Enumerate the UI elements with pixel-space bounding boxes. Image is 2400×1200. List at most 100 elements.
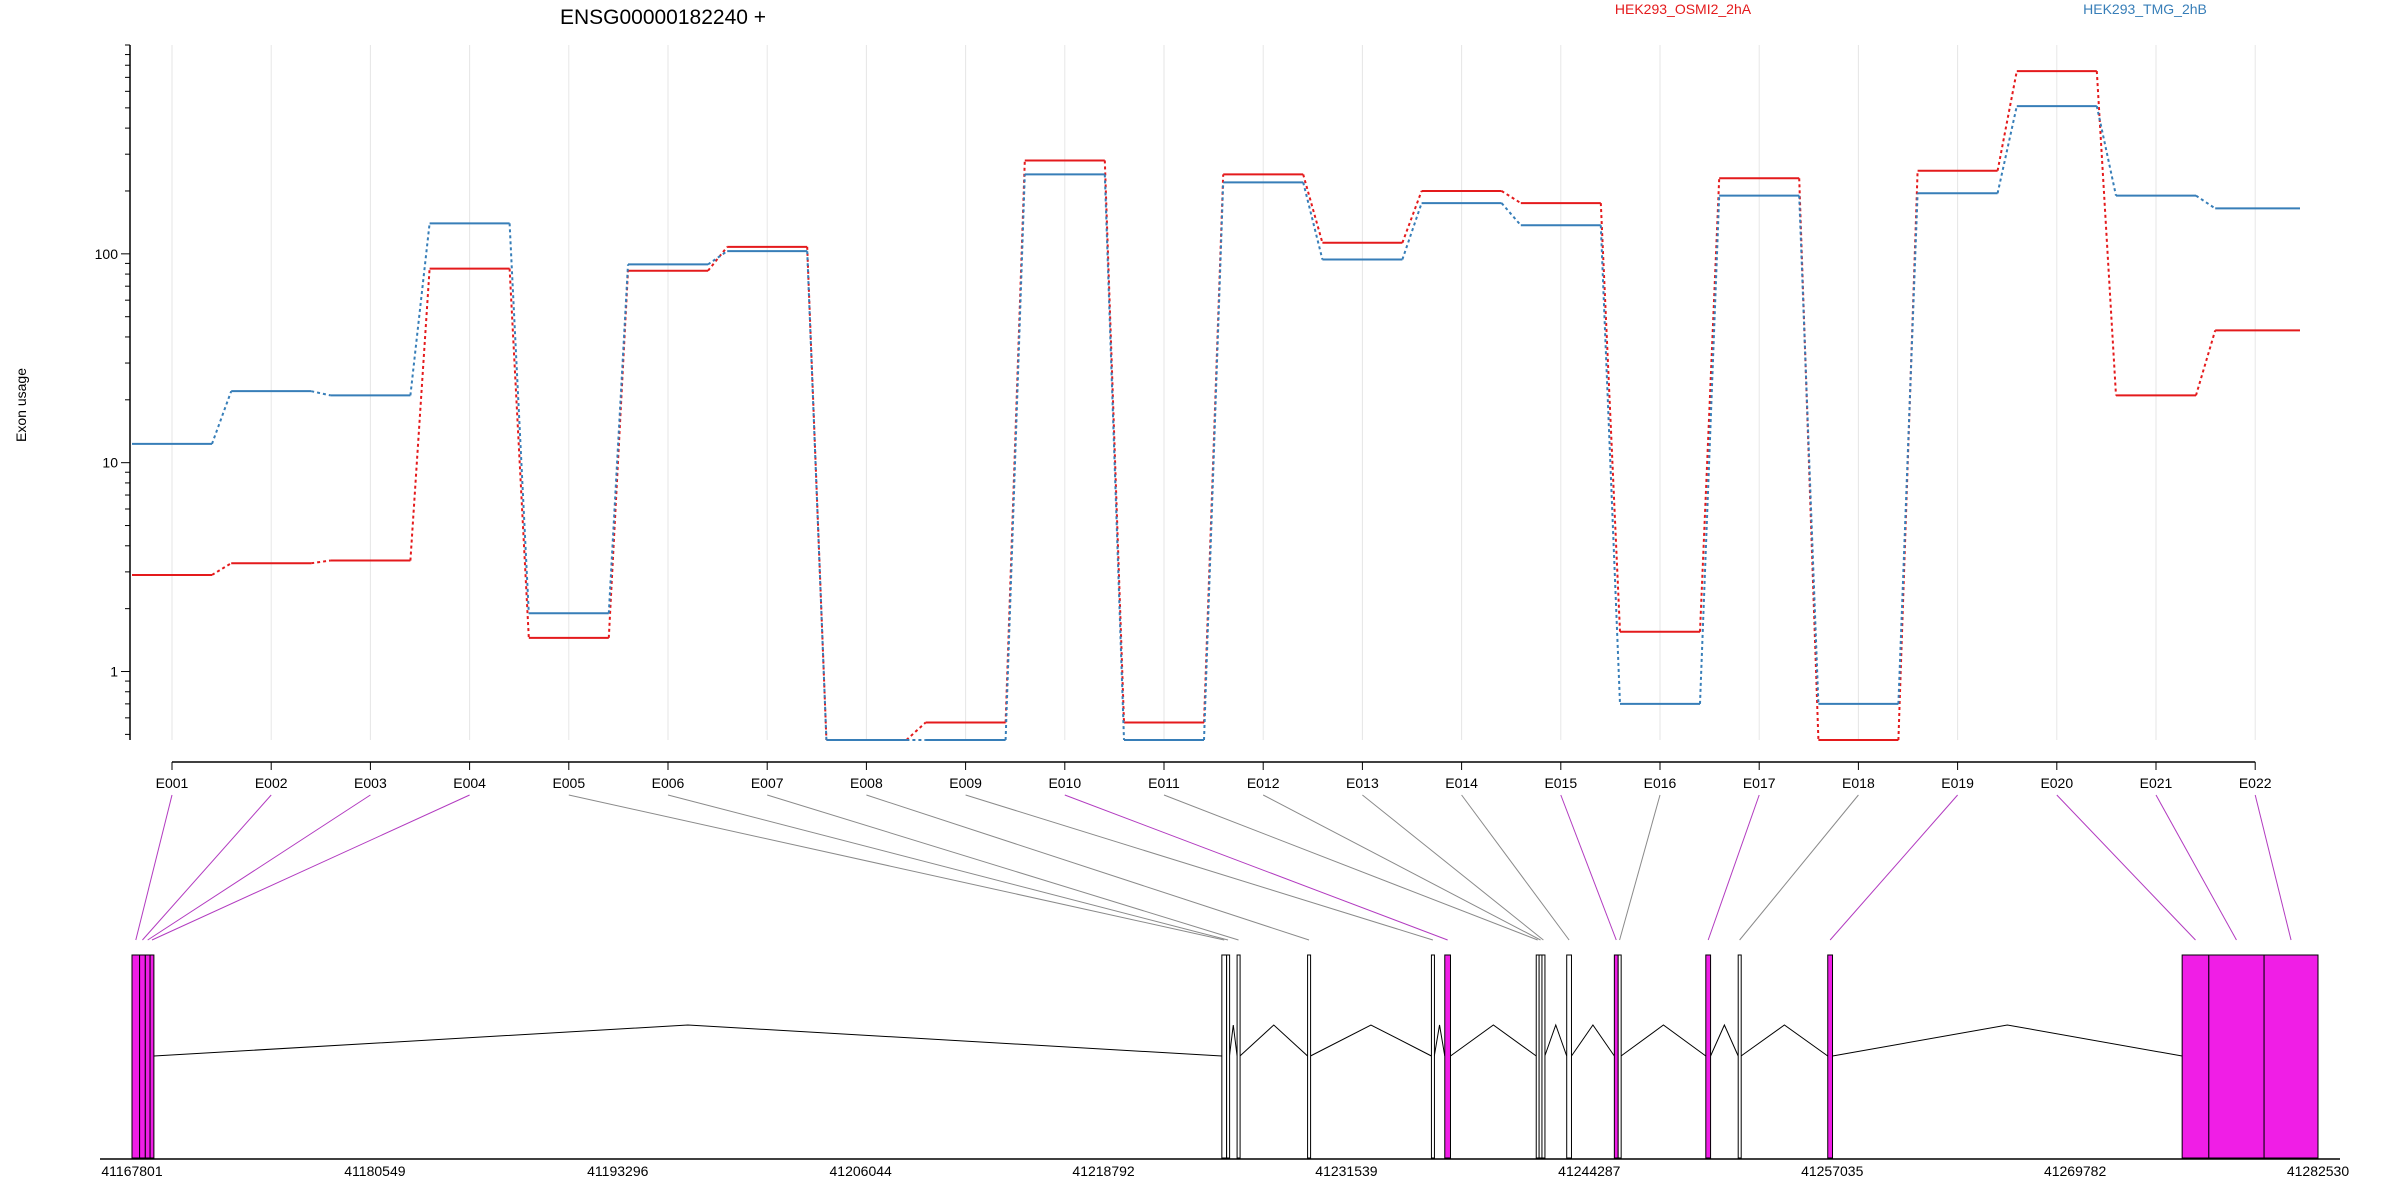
genome-tick-label: 41206044 <box>830 1163 893 1179</box>
x-tick-label: E003 <box>354 775 387 791</box>
chart-title: ENSG00000182240 + <box>560 6 766 29</box>
exon-connector-line <box>1619 794 1661 941</box>
series-2 <box>132 105 2300 741</box>
intron-line <box>1433 1024 1446 1057</box>
series-connector <box>1699 195 1721 704</box>
series-connector <box>1996 105 2018 194</box>
genome-tick-label: 41167801 <box>101 1163 162 1179</box>
x-tick-label: E009 <box>949 775 982 791</box>
exon-connector-line <box>1707 794 1760 941</box>
intron-line <box>1740 1024 1829 1057</box>
x-tick-label: E021 <box>2140 775 2173 791</box>
series-connector <box>607 264 629 614</box>
exon-block <box>1221 954 1228 1159</box>
series-connector <box>607 270 629 638</box>
exon-connector-line <box>1461 794 1570 941</box>
series-connector <box>1798 178 1820 741</box>
exon-connector-line <box>1064 794 1448 941</box>
x-tick-label: E005 <box>552 775 585 791</box>
intron-line <box>1710 1023 1739 1057</box>
intron-line <box>1228 1024 1238 1057</box>
genome-tick-label: 41218792 <box>1072 1163 1135 1179</box>
exon-connector-line <box>142 794 272 941</box>
series-connector <box>409 223 431 396</box>
y-tick-label: 100 <box>95 246 119 262</box>
series-connector <box>508 223 530 614</box>
exon-connector-line <box>1739 794 1859 941</box>
exon-connector-line <box>1829 794 1958 941</box>
exon-connector-line <box>151 794 470 941</box>
genome-tick-label: 41193296 <box>587 1163 648 1179</box>
exon-block <box>1827 954 1834 1159</box>
series-connector <box>1302 182 1324 260</box>
legend-entry-1: HEK293_OSMI2_2hA <box>1615 1 1752 17</box>
x-tick-label: E010 <box>1048 775 1081 791</box>
genome-tick-label: 41282530 <box>2287 1163 2350 1179</box>
series-connector <box>1798 195 1820 704</box>
exon-block <box>1705 954 1712 1159</box>
y-axis-label: Exon usage <box>13 368 29 442</box>
series-connector <box>2095 105 2117 196</box>
exon-connector-line <box>866 794 1310 941</box>
x-tick-label: E019 <box>1941 775 1974 791</box>
genome-tick-label: 41257035 <box>1801 1163 1864 1179</box>
series-connector <box>409 268 431 561</box>
exon-block <box>2208 954 2265 1159</box>
x-tick-label: E001 <box>156 775 189 791</box>
x-tick-label: E020 <box>2040 775 2073 791</box>
exon-connector-line <box>568 794 1225 941</box>
exon-block <box>1430 954 1435 1159</box>
intron-line <box>1310 1024 1432 1057</box>
exon-block <box>1737 954 1742 1159</box>
series-connector <box>1500 202 1522 226</box>
exon-block <box>1617 954 1622 1159</box>
series-connector <box>1501 190 1522 204</box>
intron-line <box>153 1024 1222 1057</box>
exon-connector-line <box>2056 794 2196 941</box>
exon-connector-line <box>2155 794 2237 941</box>
series-connector <box>1401 190 1423 244</box>
series-connector <box>905 721 927 741</box>
y-tick-label: 1 <box>110 664 118 680</box>
series-connector <box>707 246 728 272</box>
series-connector <box>1103 160 1125 723</box>
series-connector <box>2195 330 2217 396</box>
x-tick-label: E011 <box>1148 775 1180 791</box>
intron-line <box>1571 1024 1615 1057</box>
x-tick-label: E006 <box>652 775 685 791</box>
exon-connector-line <box>1262 794 1541 941</box>
series-connector <box>1599 203 1621 632</box>
x-tick-label: E004 <box>453 775 486 791</box>
genome-tick-label: 41244287 <box>1558 1163 1621 1179</box>
exon-connector-line <box>767 794 1239 941</box>
intron-line <box>1620 1024 1707 1057</box>
series-1 <box>132 70 2300 741</box>
series-connector <box>310 390 331 397</box>
series-connector <box>1004 174 1026 741</box>
series-connector <box>211 562 232 576</box>
exon-block <box>1541 954 1546 1159</box>
exon-connector-line <box>667 794 1229 941</box>
exon-block <box>144 954 151 1159</box>
exon-block <box>139 954 146 1159</box>
x-tick-label: E002 <box>255 775 288 791</box>
exon-block <box>2181 954 2210 1159</box>
intron-line <box>1239 1024 1308 1057</box>
exon-block <box>1444 954 1451 1159</box>
exon-connector-line <box>1560 794 1617 941</box>
x-tick-label: E008 <box>850 775 883 791</box>
series-connector <box>1004 160 1026 723</box>
gene-model: 41167801 41180549 41193296 41206044 41218792… <box>100 794 2350 1179</box>
plot-area: 1 10 100 E001 E002 E003 E004 E005 E006 E007 E008 E0… <box>95 44 2300 791</box>
exon-connector-line <box>135 794 173 941</box>
series-connector <box>1203 174 1225 723</box>
exon-block <box>1307 954 1312 1159</box>
x-tick-label: E012 <box>1247 775 1280 791</box>
intron-line <box>1544 1023 1568 1057</box>
x-tick-label: E014 <box>1445 775 1478 791</box>
series-connector <box>1996 70 2018 171</box>
series-connector <box>211 390 233 445</box>
genome-tick-label: 41180549 <box>344 1163 405 1179</box>
series-connector <box>1599 225 1621 704</box>
exon-block <box>2263 954 2319 1159</box>
